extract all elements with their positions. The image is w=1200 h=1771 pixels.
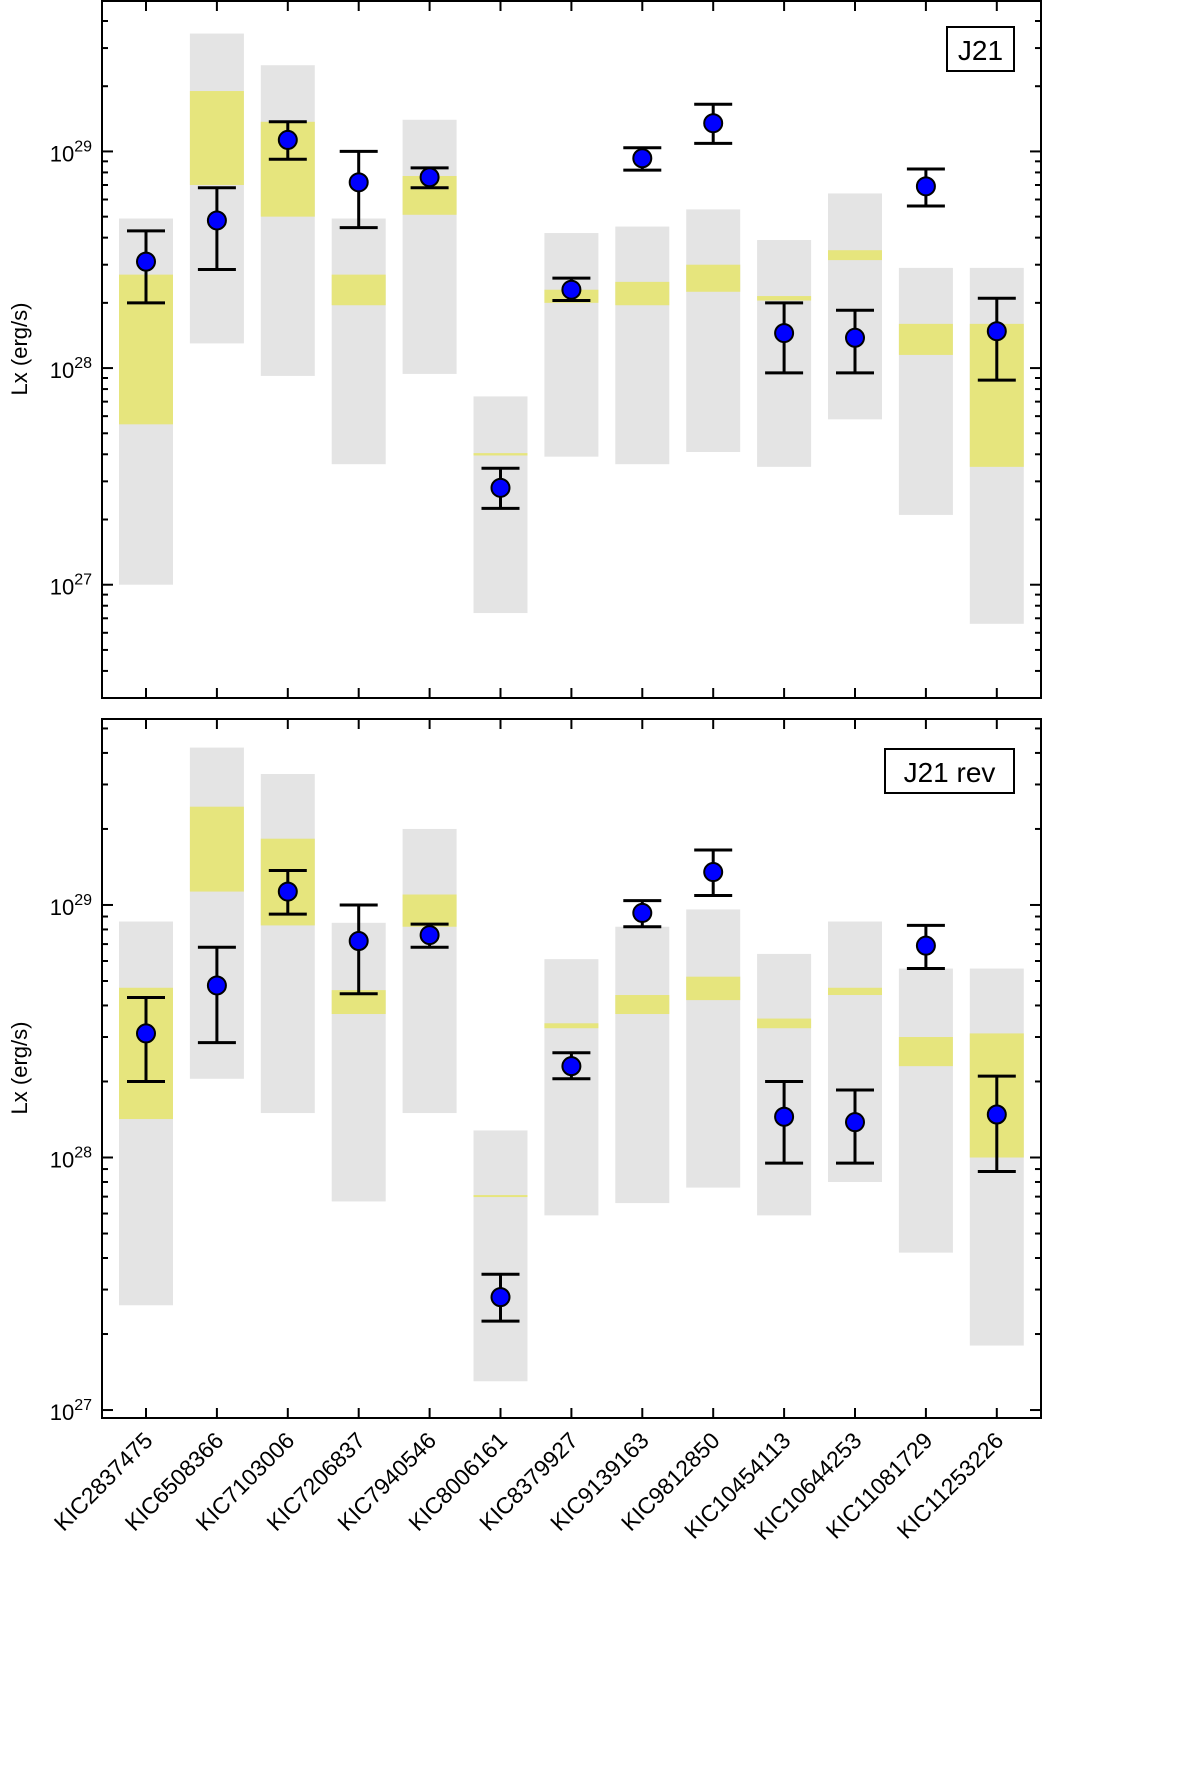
- model-core-bar: [331, 990, 386, 1015]
- model-core-bar: [898, 1037, 953, 1067]
- observed-point: [845, 327, 865, 348]
- model-range-bar: [402, 119, 457, 374]
- observed-point: [632, 902, 653, 923]
- model-core-bar: [402, 894, 457, 927]
- observed-point: [703, 862, 724, 883]
- observed-point: [561, 279, 582, 300]
- observed-point: [277, 881, 298, 902]
- observed-point: [490, 1287, 511, 1308]
- model-range-bar: [898, 267, 953, 515]
- observed-point: [915, 935, 936, 956]
- model-range-bar: [260, 774, 315, 1114]
- observed-point: [348, 930, 369, 951]
- observed-point: [774, 1106, 795, 1127]
- panel-bottom: 1027 1028 1029 Lx (erg/s) J21 rev: [7, 718, 1042, 1425]
- model-range-bar: [402, 828, 457, 1114]
- model-core-bar: [828, 250, 882, 261]
- y-tick-label: 1027: [50, 572, 92, 600]
- model-core-bar: [686, 976, 741, 1001]
- y-axis-label: Lx (erg/s): [7, 303, 32, 396]
- model-range-bar: [828, 193, 882, 420]
- observed-point: [206, 210, 227, 231]
- model-range-bar: [260, 65, 315, 376]
- model-core-bar: [686, 264, 741, 292]
- panel-label-box: [884, 748, 1015, 794]
- model-range-bar: [615, 226, 670, 465]
- model-range-bar: [544, 959, 599, 1216]
- y-tick-label: 1029: [50, 892, 92, 920]
- model-core-bar: [615, 995, 670, 1015]
- model-range-bar: [686, 909, 741, 1188]
- model-core-bar: [898, 323, 953, 355]
- model-core-bar: [757, 1018, 812, 1029]
- model-range-bar: [686, 209, 741, 452]
- panel-label: J21: [958, 35, 1003, 66]
- observed-point: [703, 113, 724, 134]
- observed-point: [490, 477, 511, 498]
- model-range-bar: [473, 1130, 528, 1382]
- observed-point: [419, 167, 440, 188]
- model-core-bar: [189, 91, 244, 185]
- model-range-bar: [331, 218, 386, 465]
- observed-point: [277, 129, 298, 150]
- model-core-bar: [544, 1023, 599, 1029]
- y-tick-label: 1027: [50, 1397, 92, 1425]
- model-range-bar: [898, 968, 953, 1253]
- panel-top: 1027 1028 1029 Lx (erg/s) J21: [7, 0, 1042, 699]
- model-core-bar: [615, 281, 670, 306]
- model-range-bar: [544, 233, 599, 457]
- model-core-bar: [189, 806, 244, 892]
- model-range-bar: [615, 926, 670, 1204]
- y-axis-label: Lx (erg/s): [7, 1022, 32, 1115]
- panel-label: J21 rev: [904, 757, 996, 788]
- observed-point: [136, 1023, 156, 1044]
- panel-label-box: [946, 26, 1015, 72]
- observed-point: [845, 1112, 865, 1133]
- observed-point: [986, 1104, 1007, 1125]
- observed-point: [774, 323, 795, 344]
- observed-point: [561, 1056, 582, 1077]
- y-tick-label: 1028: [50, 355, 92, 383]
- model-core-bar: [828, 987, 882, 996]
- y-tick-label: 1029: [50, 138, 92, 166]
- observed-point: [419, 925, 440, 946]
- model-core-bar: [757, 296, 812, 301]
- observed-point: [206, 975, 227, 996]
- observed-point: [348, 172, 369, 193]
- y-tick-label: 1028: [50, 1145, 92, 1173]
- observed-point: [136, 251, 156, 272]
- model-core-bar: [473, 1195, 528, 1198]
- model-core-bar: [473, 453, 528, 456]
- observed-point: [632, 148, 653, 169]
- observed-point: [986, 321, 1007, 342]
- model-core-bar: [331, 274, 386, 306]
- observed-point: [915, 176, 936, 197]
